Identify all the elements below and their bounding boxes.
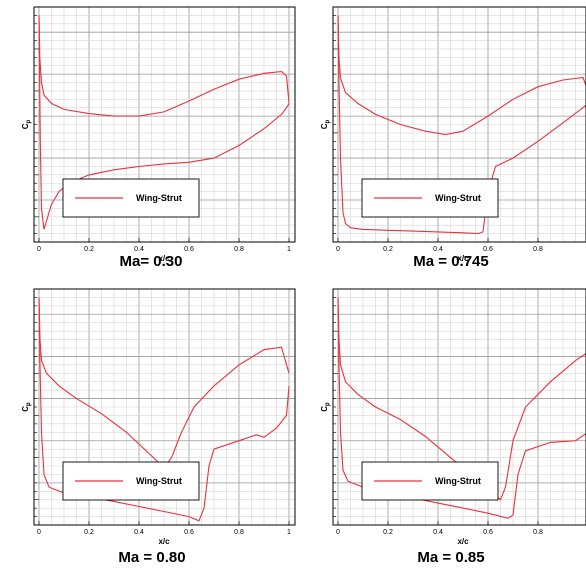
x-tick-label: 0.8 — [533, 246, 543, 253]
x-tick-label: 0.4 — [134, 529, 144, 536]
series-line-1-upper — [337, 297, 586, 519]
legend-entry-label: Wing-Strut — [136, 476, 182, 486]
panel-caption: Ma = 0.80 — [118, 549, 185, 566]
legend: Wing-Strut — [361, 178, 499, 218]
chart-panel-2: 0 0.2 0.4 0.6 0.8 x/c Cp Wing-Strut — [320, 6, 586, 263]
x-tick-label: 0.2 — [84, 529, 94, 536]
x-tick-label: 1 — [287, 529, 291, 536]
x-tick-label: 0.4 — [433, 246, 443, 253]
series-line-1-upper — [38, 15, 290, 230]
x-axis-label: x/c — [457, 254, 469, 263]
x-tick-label: 0.6 — [184, 246, 194, 253]
y-axis-label: Cp — [21, 402, 32, 412]
x-tick-label: 0.8 — [533, 529, 543, 536]
legend: Wing-Strut — [361, 461, 499, 501]
series-line-1-lower — [337, 15, 586, 136]
chart-panel-4: 0 0.2 0.4 0.6 0.8 x/c Cp Wing-Strut — [320, 288, 586, 546]
x-axis-label: x/c — [457, 537, 469, 546]
x-tick-label: 0.8 — [234, 529, 244, 536]
x-axis-label: x/c — [158, 537, 170, 546]
x-tick-label: 0 — [336, 246, 340, 253]
x-tick-label: 0 — [37, 529, 41, 536]
x-tick-label: 0.4 — [433, 529, 443, 536]
x-tick-label: 1 — [287, 246, 291, 253]
panel-caption: Ma= 0.30 — [120, 253, 183, 270]
chart-panel-1: 0 0.2 0.4 0.6 0.8 1 x/c Cp Wing-Strut — [21, 6, 296, 263]
panel-caption: Ma = 0.85 — [417, 549, 484, 566]
x-tick-label: 0.8 — [234, 246, 244, 253]
x-tick-label: 0.4 — [134, 246, 144, 253]
series-line-1-upper — [38, 297, 290, 522]
y-axis-label: Cp — [320, 119, 331, 129]
x-tick-label: 0 — [336, 529, 340, 536]
series-line-1-upper — [337, 15, 586, 235]
legend: Wing-Strut — [62, 461, 200, 501]
chart-panel-3: 0 0.2 0.4 0.6 0.8 1 x/c Cp Wing-Strut — [21, 288, 296, 546]
legend-entry-label: Wing-Strut — [435, 193, 481, 203]
x-tick-label: 0 — [37, 246, 41, 253]
x-tick-label: 0.2 — [383, 246, 393, 253]
legend: Wing-Strut — [62, 178, 200, 218]
x-tick-label: 0.2 — [84, 246, 94, 253]
x-axis-label: x/c — [158, 254, 170, 263]
series-line-1-lower — [38, 15, 290, 117]
x-tick-label: 0.2 — [383, 529, 393, 536]
x-tick-label: 0.6 — [483, 529, 493, 536]
x-tick-label: 0.6 — [184, 529, 194, 536]
y-axis-label: Cp — [320, 402, 331, 412]
y-axis-label: Cp — [21, 119, 32, 129]
x-tick-label: 0.6 — [483, 246, 493, 253]
legend-entry-label: Wing-Strut — [435, 476, 481, 486]
legend-entry-label: Wing-Strut — [136, 193, 182, 203]
panel-caption: Ma = 0.745 — [413, 253, 488, 270]
